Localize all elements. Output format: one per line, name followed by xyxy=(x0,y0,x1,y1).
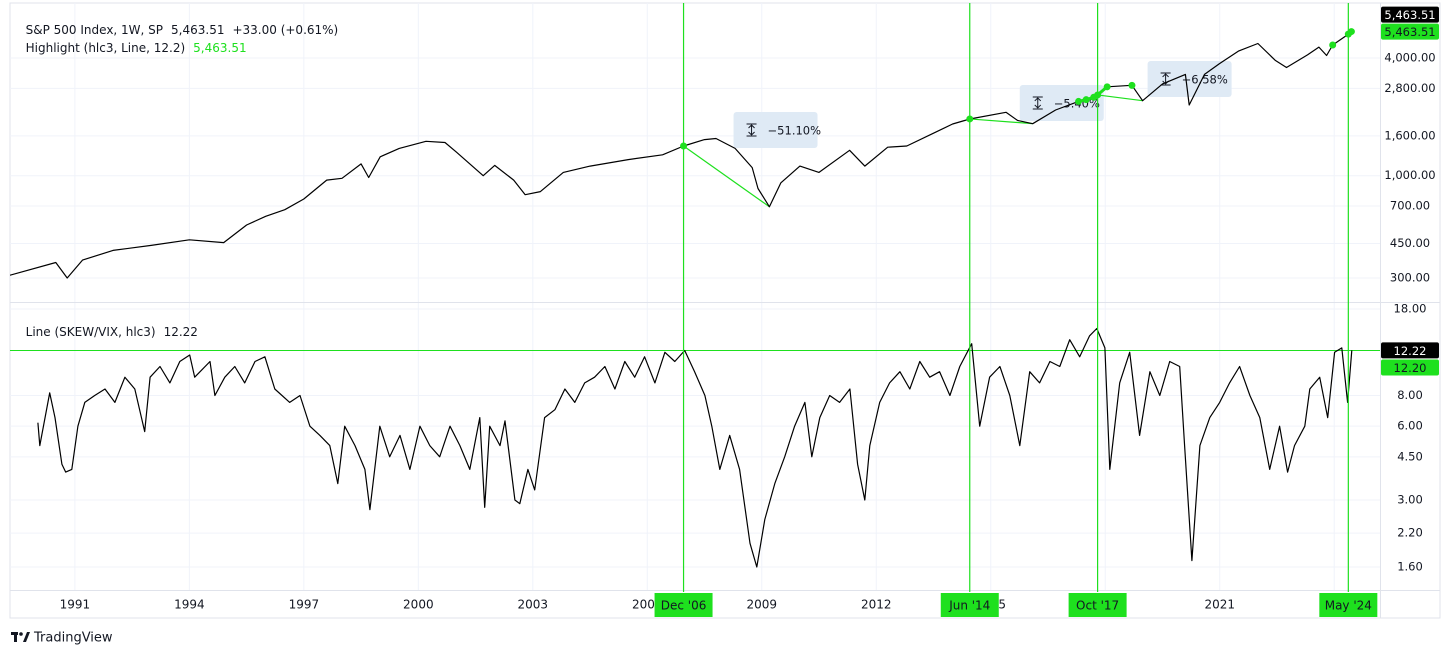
marker-label-box xyxy=(1068,593,1127,617)
y-tick-label: 1,000.00 xyxy=(1384,168,1435,182)
measure-box xyxy=(1019,84,1104,121)
highlight-point xyxy=(1128,81,1136,89)
y-tick-label: 4,000.00 xyxy=(1384,51,1435,65)
price-badge-label: 12.20 xyxy=(1394,361,1427,375)
x-tick-label: 2000 xyxy=(403,598,434,612)
x-tick-label: 1997 xyxy=(289,598,320,612)
price-badge-label: 5,463.51 xyxy=(1384,25,1435,39)
highlight-point xyxy=(1075,97,1083,105)
legend-main: S&P 500 Index, 1W, SP 5,463.51 +33.00 (+0.… xyxy=(18,9,346,37)
marker-label: Jun '14 xyxy=(948,599,990,613)
last-value: 12.22 xyxy=(163,325,198,339)
measure-box xyxy=(733,111,818,148)
marker-label: Oct '17 xyxy=(1076,599,1119,613)
legend-highlight: Highlight (hlc3, Line, 12.2) 5,463.51 xyxy=(18,27,255,55)
price-badge xyxy=(1381,23,1439,40)
y-tick-label: 8.00 xyxy=(1397,388,1423,402)
price-badge xyxy=(1381,6,1439,23)
y-tick-label: 3.00 xyxy=(1397,493,1423,507)
series-line xyxy=(10,31,1352,279)
y-tick-label: 6.00 xyxy=(1397,419,1423,433)
highlight-point xyxy=(1347,28,1355,36)
x-tick-label: 1991 xyxy=(60,598,91,612)
price-badge xyxy=(1381,359,1439,376)
y-tick-label: 4.50 xyxy=(1397,449,1423,463)
marker-label: Dec '06 xyxy=(661,599,707,613)
y-tick-label: 700.00 xyxy=(1390,199,1430,213)
y-tick-label: 1,600.00 xyxy=(1384,128,1435,142)
pane xyxy=(10,303,1380,590)
measure-label: −6.58% xyxy=(1182,72,1228,86)
price-badge xyxy=(1381,342,1439,359)
change: +33.00 (+0.61%) xyxy=(232,23,339,37)
drawdown-line xyxy=(1097,94,1143,102)
y-tick-label: 1.60 xyxy=(1397,560,1423,574)
drawdown-line xyxy=(969,118,1033,125)
series-name: Highlight (hlc3, Line, 12.2) xyxy=(25,41,186,55)
x-tick-label: 2012 xyxy=(861,598,892,612)
measure-icon xyxy=(1160,72,1171,86)
y-tick-label: 300.00 xyxy=(1390,270,1430,284)
x-tick-label: 1994 xyxy=(174,598,205,612)
marker-label-box xyxy=(940,593,999,617)
marker-label: May '24 xyxy=(1325,599,1372,613)
brand: TradingView xyxy=(33,631,113,646)
drawdown-line xyxy=(683,145,770,208)
marker-label-box xyxy=(1319,593,1378,617)
marker-label-box xyxy=(654,593,713,617)
highlight-point xyxy=(1103,83,1111,91)
price-badge-label: 12.22 xyxy=(1394,344,1427,358)
measure-label: −51.10% xyxy=(768,123,822,137)
frame xyxy=(9,2,1441,619)
price-badge-label: 5,463.51 xyxy=(1384,8,1435,22)
y-tick-label: 2.20 xyxy=(1397,526,1423,540)
highlight-point xyxy=(1329,41,1337,49)
legend-lower: Line (SKEW/VIX, hlc3) 12.22 xyxy=(18,311,206,339)
highlight-point xyxy=(1082,96,1090,104)
y-tick-label: 18.00 xyxy=(1394,302,1427,316)
last-value: 5,463.51 xyxy=(193,41,247,55)
measure-icon xyxy=(1032,96,1043,110)
tradingview-logo xyxy=(11,632,30,642)
y-tick-label: 2,800.00 xyxy=(1384,81,1435,95)
x-tick-label: 2021 xyxy=(1204,598,1235,612)
series-name: S&P 500 Index, 1W, SP xyxy=(25,23,164,37)
measure-icon xyxy=(746,123,757,137)
last-value: 5,463.51 xyxy=(171,23,225,37)
y-tick-label: 450.00 xyxy=(1390,236,1430,250)
pane: −51.10%−5.40%−6.58% xyxy=(10,3,1380,302)
x-tick-label: 2009 xyxy=(747,598,778,612)
x-tick-label: 2003 xyxy=(518,598,549,612)
series-line xyxy=(37,327,1353,568)
series-name: Line (SKEW/VIX, hlc3) xyxy=(25,325,156,339)
